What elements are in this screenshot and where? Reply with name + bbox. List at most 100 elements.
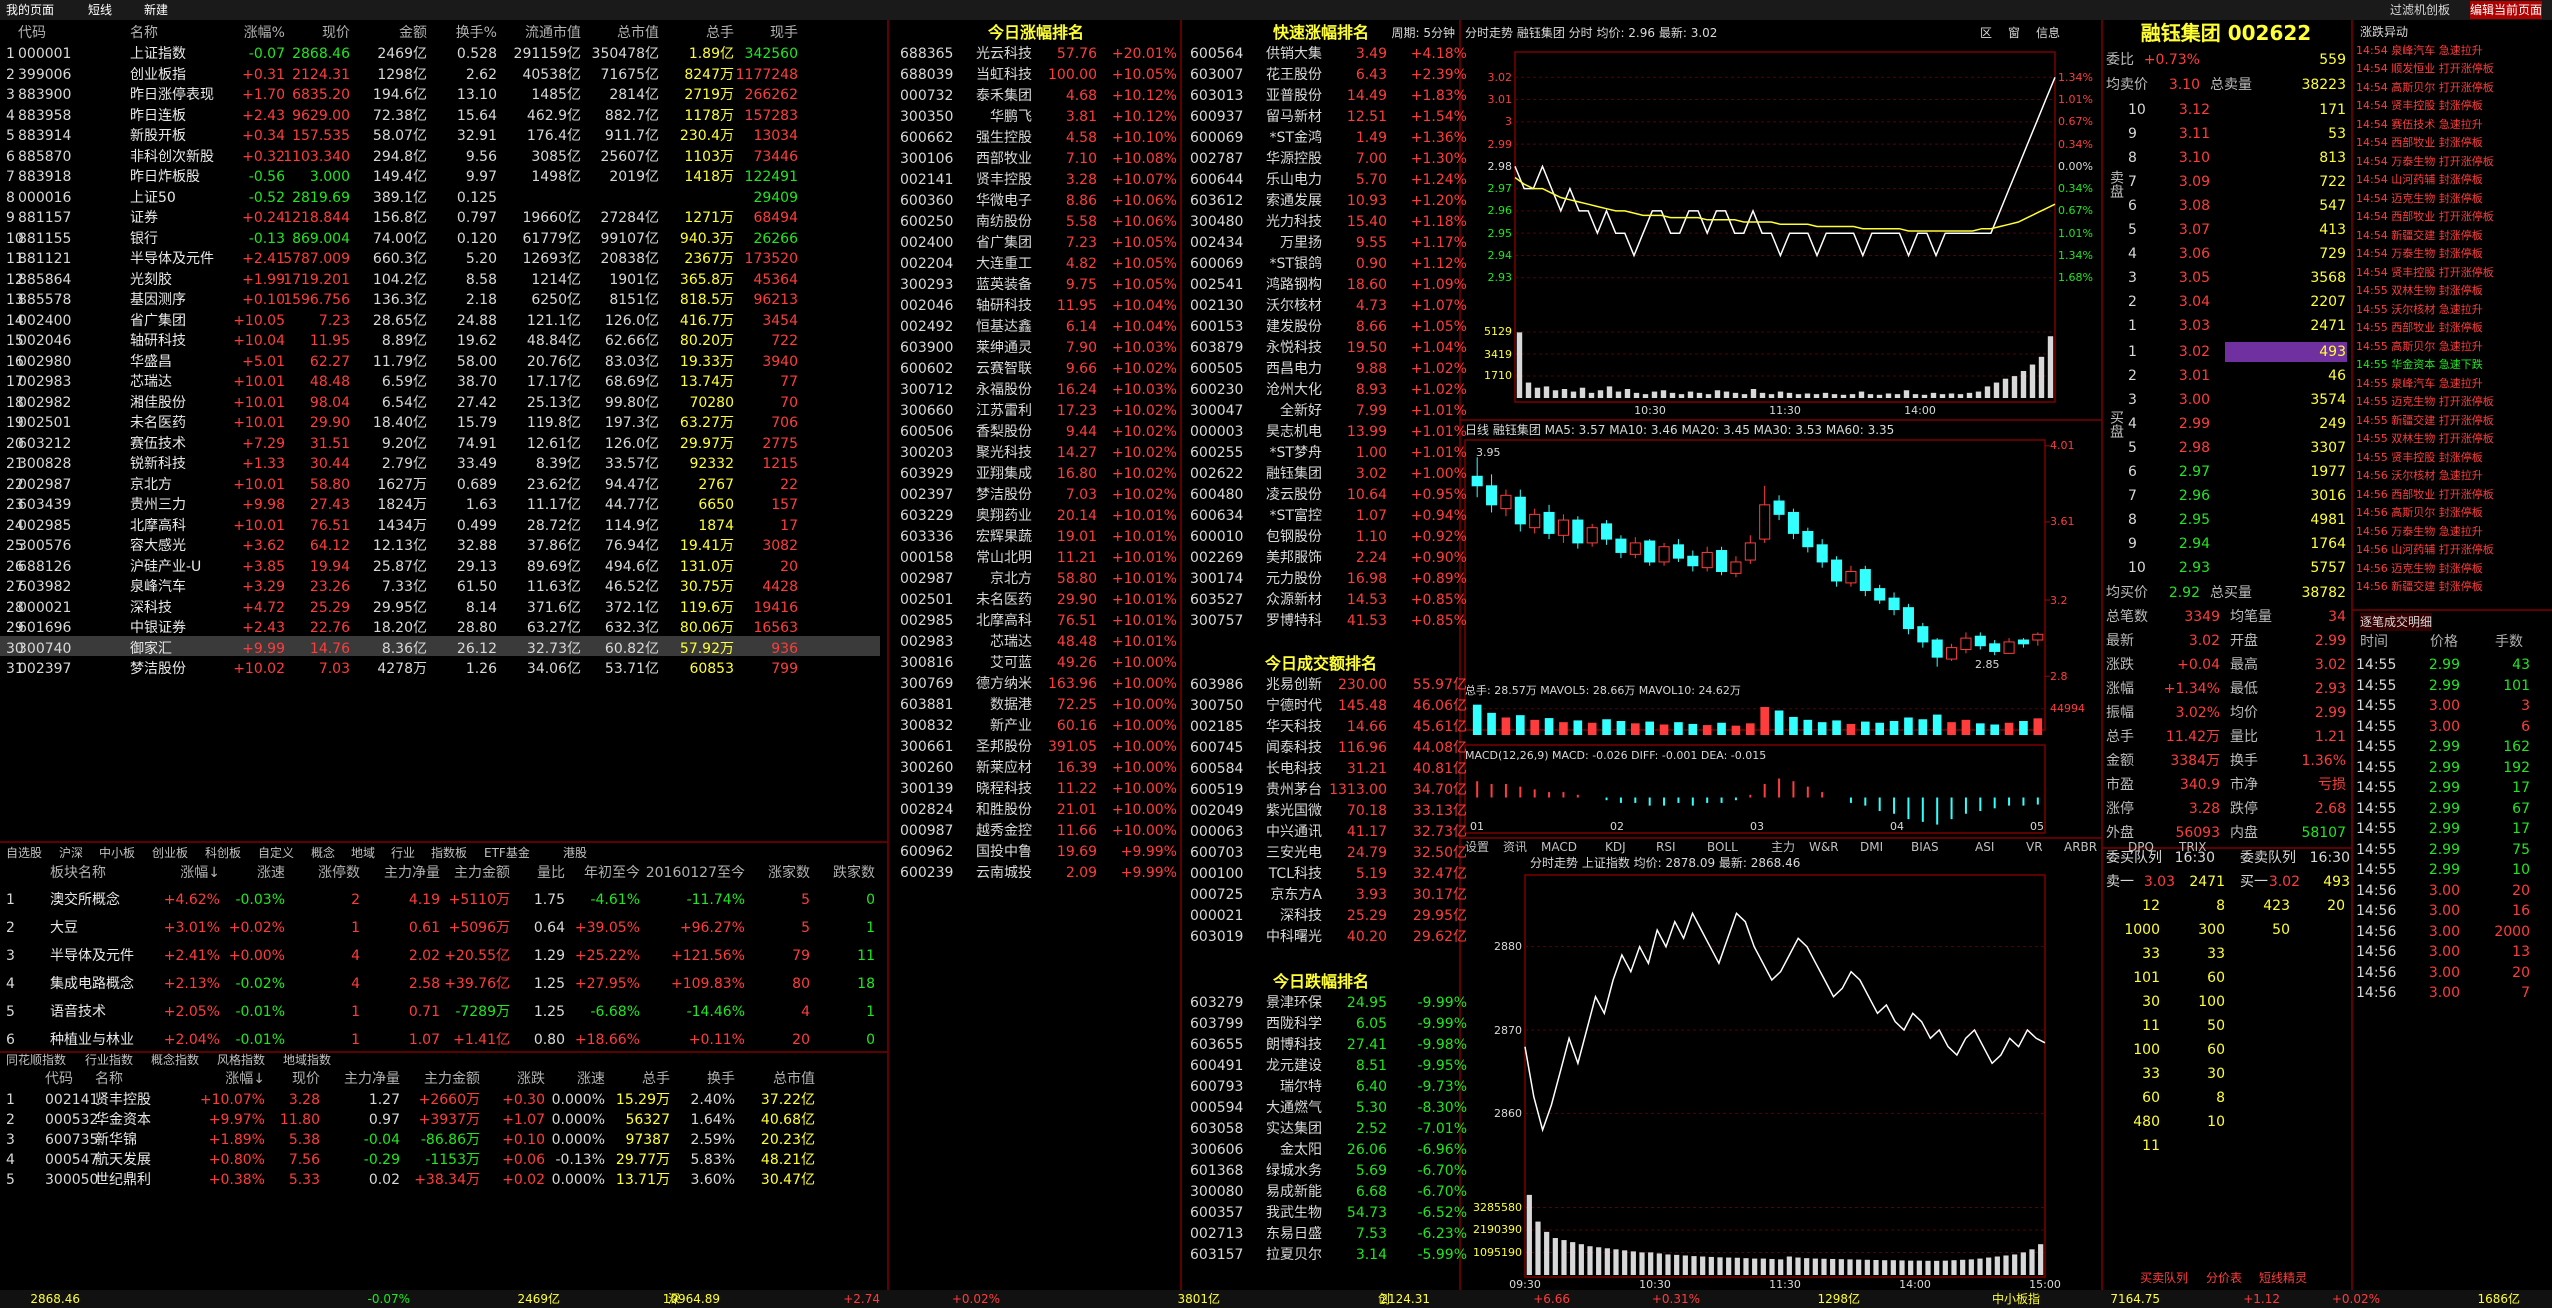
sector-tab[interactable]: 地域 bbox=[351, 846, 376, 860]
stock-cell: 6835.20 bbox=[292, 87, 350, 103]
stock-cell: 365.8万 bbox=[679, 271, 734, 288]
y-tick-label: 2.94 bbox=[1487, 248, 1513, 262]
chart-button[interactable]: 区 bbox=[1980, 26, 1993, 40]
candle-body bbox=[1960, 637, 1972, 651]
volume-bar bbox=[1543, 386, 1550, 398]
top-tab[interactable]: 新建 bbox=[144, 3, 169, 17]
column-header: 涨幅↓ bbox=[180, 865, 220, 881]
index-tab[interactable]: 风格指数 bbox=[217, 1053, 266, 1067]
volume-bar bbox=[1687, 391, 1694, 398]
stock-cell: 5787.009 bbox=[283, 251, 350, 267]
index-tab[interactable]: 同花顺指数 bbox=[6, 1053, 67, 1067]
edit-page[interactable]: 编辑当前页面 bbox=[2470, 1, 2543, 19]
volume-bar bbox=[1717, 722, 1726, 735]
sector-tab[interactable]: ETF基金 bbox=[484, 846, 530, 860]
volume-bar bbox=[1559, 722, 1568, 735]
stock-cell: +7.29 bbox=[242, 435, 285, 452]
rank-cell: -9.99% bbox=[1417, 995, 1467, 1011]
stock-cell: 002985 bbox=[18, 517, 72, 534]
volume-bar bbox=[1587, 722, 1597, 735]
news-item: 14:56 万泰生物 急速拉升 bbox=[2356, 524, 2483, 538]
rank-cell: 34.70亿 bbox=[1412, 782, 1467, 798]
column-header: 涨幅% bbox=[243, 25, 285, 41]
index-tab[interactable]: 行业指数 bbox=[85, 1053, 134, 1067]
indicator-tab[interactable]: DMI bbox=[1860, 840, 1884, 854]
candle-body bbox=[1831, 559, 1843, 582]
index-tab[interactable]: 地域指数 bbox=[283, 1053, 332, 1067]
indicator-tab[interactable]: 设置 bbox=[1465, 840, 1490, 854]
sector-tab[interactable]: 自定义 bbox=[258, 846, 295, 860]
news-item: 14:54 顺发恒业 打开涨停板 bbox=[2356, 62, 2494, 75]
x-tick-label: 01 bbox=[1470, 819, 1484, 833]
stock-cell: 230.4万 bbox=[679, 128, 734, 144]
volume-bar bbox=[1642, 394, 1649, 398]
volume-bar bbox=[1947, 722, 1956, 735]
sector-tab[interactable]: 行业 bbox=[391, 846, 416, 860]
stock-cell: 19.94 bbox=[309, 558, 350, 575]
index-tab[interactable]: 概念指数 bbox=[151, 1053, 200, 1067]
top-tab[interactable]: 我的页面 bbox=[6, 3, 55, 17]
stock-cell: 002980 bbox=[18, 353, 72, 370]
sector-tab[interactable]: 创业板 bbox=[152, 846, 189, 860]
book-tab[interactable]: 买卖队列 bbox=[2140, 1271, 2189, 1285]
sector-tab[interactable]: 概念 bbox=[311, 846, 336, 860]
stock-cell: 3 bbox=[6, 87, 15, 103]
stock-cell: 48.48 bbox=[309, 374, 350, 390]
volume-bar bbox=[2002, 378, 2009, 398]
news-item: 14:55 双林生物 打开涨停板 bbox=[2356, 432, 2494, 445]
book-tab[interactable]: 短线精灵 bbox=[2259, 1271, 2308, 1285]
news-item: 14:54 新疆交建 封涨停板 bbox=[2356, 228, 2483, 242]
volume-bar bbox=[2038, 356, 2045, 398]
stock-cell: 11 bbox=[6, 251, 24, 267]
period-select[interactable]: 周期: 5分钟 bbox=[1391, 26, 1456, 40]
sector-tab[interactable]: 指数板 bbox=[431, 846, 468, 860]
stock-cell: 9.56 bbox=[465, 148, 497, 165]
volume-bar bbox=[1838, 1259, 1844, 1275]
sector-tab[interactable]: 中小板 bbox=[99, 846, 136, 860]
sector-tab[interactable]: 沪深 bbox=[59, 846, 84, 860]
stock-cell: 34.06亿 bbox=[526, 661, 581, 677]
stock-cell: 中银证券 bbox=[130, 620, 186, 636]
y-tick-label: 3.01 bbox=[1487, 93, 1513, 107]
sector-cell: 1.29 bbox=[533, 948, 565, 964]
volume-bar bbox=[2029, 364, 2036, 398]
stock-cell: 660.3亿 bbox=[372, 251, 427, 267]
sector-cell: +0.11% bbox=[688, 1032, 745, 1048]
filter-toggle[interactable]: 过滤机创板 bbox=[2390, 3, 2451, 17]
sector-tab[interactable]: 自选股 bbox=[6, 846, 43, 860]
volume-bar bbox=[1648, 1252, 1654, 1275]
book-cell: 2207 bbox=[2310, 294, 2346, 310]
stock-cell: +0.24 bbox=[242, 210, 285, 226]
volume-bar bbox=[2012, 1254, 2018, 1275]
stock-cell: 77 bbox=[780, 374, 798, 390]
sector-cell: 5 bbox=[6, 1004, 15, 1020]
sector-tab[interactable]: 港股 bbox=[563, 846, 588, 860]
chart-button[interactable]: 窗 bbox=[2008, 26, 2021, 40]
book-cell: 729 bbox=[2319, 246, 2346, 262]
book-tab[interactable]: 分价表 bbox=[2206, 1271, 2243, 1285]
book-cell: 20 bbox=[2512, 964, 2530, 981]
candle-body bbox=[1601, 523, 1613, 540]
volume-bar bbox=[1717, 1257, 1723, 1275]
book-cell: 53 bbox=[2328, 126, 2346, 142]
volume-bar bbox=[1705, 394, 1712, 398]
stock-cell: 12.13亿 bbox=[372, 538, 427, 554]
volume-bar bbox=[1501, 717, 1511, 735]
top-tab[interactable]: 短线 bbox=[88, 3, 113, 17]
vol-tick-label: 3419 bbox=[1484, 347, 1512, 361]
stock-cell: 114.9亿 bbox=[604, 517, 659, 534]
stock-cell: 6.59亿 bbox=[381, 374, 427, 390]
sector-cell: 0.80 bbox=[533, 1032, 565, 1048]
sector-cell: +4.62% bbox=[163, 892, 220, 908]
sector-tab[interactable]: 科创板 bbox=[205, 846, 242, 860]
indicator-tab[interactable]: W&R bbox=[1809, 840, 1839, 854]
stock-cell: 1498亿 bbox=[531, 169, 581, 185]
volume-bar bbox=[1702, 725, 1712, 735]
rank-cell: -9.95% bbox=[1417, 1058, 1467, 1074]
indicator-tab[interactable]: 资讯 bbox=[1503, 840, 1528, 854]
vol-tick-label: 1095190 bbox=[1473, 1246, 1522, 1259]
sector-cell: 4 bbox=[351, 948, 360, 964]
chart-button[interactable]: 信息 bbox=[2036, 26, 2061, 40]
stock-cell: 半导体及元件 bbox=[130, 251, 214, 267]
panel-title: 涨跌异动 bbox=[2360, 25, 2409, 39]
